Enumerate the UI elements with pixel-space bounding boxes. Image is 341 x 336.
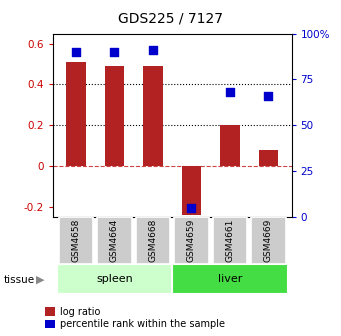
Text: ▶: ▶ bbox=[36, 275, 44, 285]
Point bbox=[112, 49, 117, 54]
Point bbox=[73, 49, 79, 54]
Bar bbox=[251, 217, 286, 264]
Text: spleen: spleen bbox=[96, 274, 133, 284]
Bar bbox=[213, 217, 247, 264]
Text: GSM4661: GSM4661 bbox=[225, 218, 235, 262]
Text: liver: liver bbox=[218, 274, 242, 284]
Text: GDS225 / 7127: GDS225 / 7127 bbox=[118, 12, 223, 26]
Bar bbox=[182, 166, 201, 215]
Text: GSM4668: GSM4668 bbox=[148, 218, 158, 262]
Bar bbox=[174, 217, 209, 264]
Text: GSM4659: GSM4659 bbox=[187, 218, 196, 262]
Text: GSM4664: GSM4664 bbox=[110, 219, 119, 262]
Point bbox=[189, 205, 194, 210]
Bar bbox=[59, 217, 93, 264]
Point bbox=[266, 93, 271, 98]
Text: GSM4658: GSM4658 bbox=[72, 218, 80, 262]
Text: GSM4669: GSM4669 bbox=[264, 218, 273, 262]
Legend: log ratio, percentile rank within the sample: log ratio, percentile rank within the sa… bbox=[45, 307, 224, 329]
Bar bbox=[57, 264, 172, 294]
Bar bbox=[136, 217, 170, 264]
Text: tissue: tissue bbox=[3, 275, 34, 285]
Bar bbox=[172, 264, 288, 294]
Bar bbox=[66, 62, 86, 166]
Point bbox=[150, 47, 156, 53]
Bar bbox=[97, 217, 132, 264]
Point bbox=[227, 89, 233, 95]
Bar bbox=[259, 150, 278, 166]
Bar bbox=[220, 125, 240, 166]
Bar bbox=[143, 66, 163, 166]
Bar bbox=[105, 66, 124, 166]
